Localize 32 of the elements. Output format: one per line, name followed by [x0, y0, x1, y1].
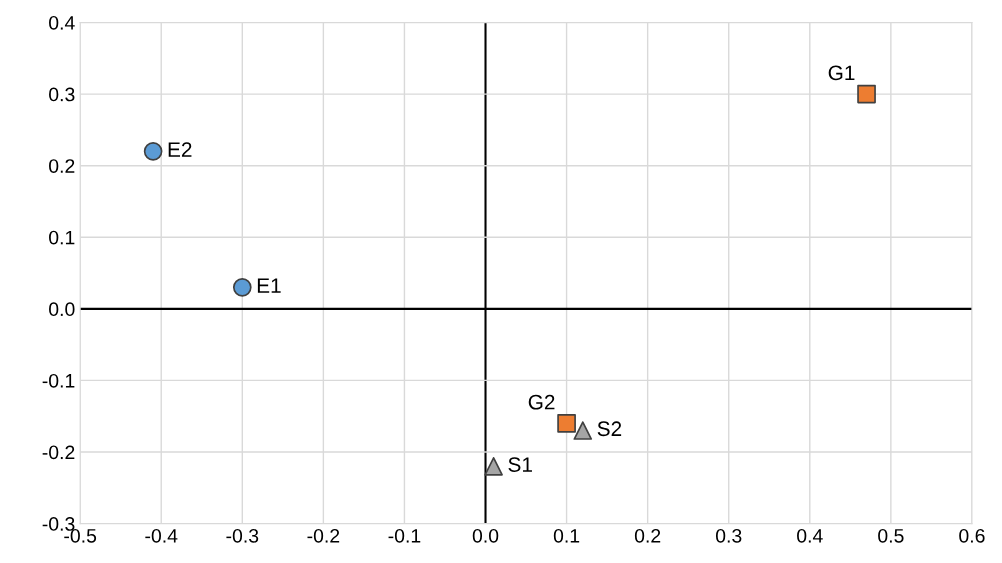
point — [573, 421, 593, 440]
point — [557, 414, 576, 433]
y-tick-label: -0.2 — [42, 445, 75, 460]
annotation: E2 — [168, 142, 192, 157]
y-tick-label: 0.1 — [49, 230, 75, 245]
x-tick-label: 0.0 — [472, 528, 499, 543]
point — [232, 278, 252, 297]
y-tick-label: -0.3 — [42, 517, 75, 531]
point — [857, 84, 876, 104]
annotation: G2 — [528, 394, 555, 410]
x-tick-label: 0.4 — [797, 528, 823, 543]
annotation: G1 — [828, 65, 855, 81]
point — [143, 142, 163, 161]
x-tick-label: 0.3 — [715, 528, 742, 543]
y-tick-label: 0.3 — [49, 87, 75, 102]
x-tick-label: -0.1 — [388, 528, 421, 543]
y-tick-label: -0.1 — [42, 373, 75, 388]
annotation: E1 — [257, 278, 281, 293]
annotation: S1 — [508, 457, 532, 472]
point — [484, 456, 503, 476]
x-tick-label: -0.2 — [307, 528, 340, 543]
x-tick-label: 0.2 — [634, 528, 661, 543]
x-tick-label: -0.5 — [64, 528, 97, 543]
y-tick-label: 0.2 — [49, 159, 75, 173]
x-tick-label: -0.3 — [226, 528, 259, 543]
x-tick-label: 0.1 — [553, 528, 580, 543]
x-tick-label: 0.5 — [878, 528, 904, 543]
x-tick-label: 0.6 — [959, 528, 985, 543]
y-tick-label: 0.0 — [49, 302, 75, 317]
y-tick-label: 0.4 — [49, 15, 75, 30]
annotation: S2 — [597, 421, 622, 437]
x-tick-label: -0.4 — [145, 528, 178, 543]
